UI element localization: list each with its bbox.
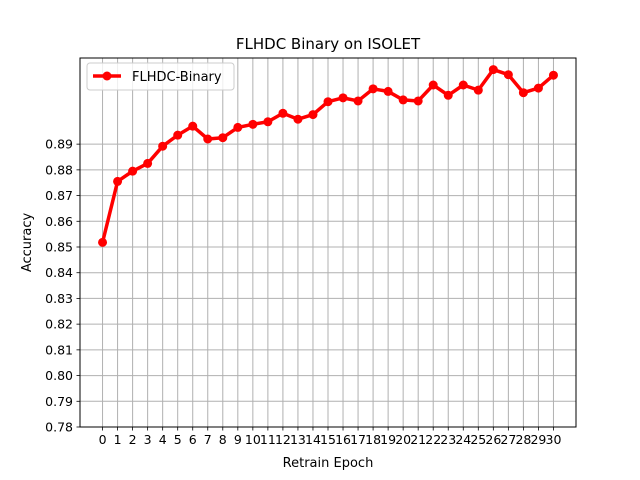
data-point — [428, 80, 438, 90]
x-tick-label: 14 — [305, 432, 321, 447]
x-tick-label: 2 — [129, 432, 137, 447]
x-tick-label: 28 — [515, 432, 531, 447]
data-point — [323, 97, 333, 107]
data-point — [128, 166, 138, 176]
data-point — [548, 70, 558, 80]
y-axis: 0.78 0.79 0.80 0.81 0.82 0.83 0.84 0.85 0.86 0.87… — [45, 137, 80, 435]
x-tick-label: 4 — [159, 432, 167, 447]
y-tick-label: 0.89 — [45, 137, 73, 152]
legend-box — [86, 62, 235, 91]
x-tick-label: 21 — [410, 432, 426, 447]
data-point — [383, 86, 393, 96]
data-point — [368, 84, 378, 94]
data-point — [173, 130, 183, 140]
y-tick-label: 0.83 — [45, 291, 73, 306]
x-tick-label: 0 — [99, 432, 107, 447]
y-tick-label: 0.85 — [45, 240, 73, 255]
x-tick-label: 6 — [189, 432, 197, 447]
x-tick-label: 29 — [530, 432, 546, 447]
data-point — [458, 80, 468, 90]
data-point — [248, 119, 258, 129]
data-point — [308, 110, 318, 120]
data-point — [518, 88, 528, 98]
data-point — [98, 237, 108, 247]
x-tick-label: 12 — [275, 432, 291, 447]
x-tick-label: 3 — [144, 432, 152, 447]
y-tick-label: 0.80 — [45, 368, 73, 383]
x-tick-label: 25 — [470, 432, 486, 447]
data-point — [398, 95, 408, 105]
y-tick-label: 0.79 — [45, 394, 73, 409]
x-tick-label: 16 — [335, 432, 351, 447]
y-tick-label: 0.88 — [45, 162, 73, 177]
x-tick-label: 5 — [174, 432, 182, 447]
x-tick-label: 7 — [204, 432, 212, 447]
data-point — [158, 141, 168, 151]
data-point — [143, 158, 153, 168]
data-point — [263, 117, 273, 127]
y-tick-label: 0.84 — [45, 265, 73, 280]
grid-lines — [80, 58, 576, 428]
data-point — [488, 65, 498, 75]
x-tick-label: 11 — [260, 432, 276, 447]
x-tick-label: 22 — [425, 432, 441, 447]
y-axis-label: Accuracy — [20, 213, 35, 273]
y-tick-label: 0.87 — [45, 188, 73, 203]
x-tick-label: 18 — [365, 432, 381, 447]
data-point — [113, 176, 123, 186]
x-axis: 0 1 2 3 4 5 6 7 8 9 10 11 12 13 14 15 16 17 18 19 20 21 22 23 24… — [99, 427, 562, 447]
legend-label: FLHDC-Binary — [132, 70, 222, 85]
data-point — [533, 83, 543, 93]
data-point — [443, 90, 453, 100]
x-tick-label: 26 — [485, 432, 501, 447]
data-point — [473, 85, 483, 95]
x-tick-label: 24 — [455, 432, 471, 447]
data-point — [353, 96, 363, 106]
y-tick-label: 0.78 — [45, 420, 73, 435]
series-layer — [98, 65, 558, 247]
x-tick-label: 10 — [245, 432, 261, 447]
data-point — [278, 108, 288, 118]
legend: FLHDC-Binary — [86, 62, 235, 91]
y-tick-label: 0.82 — [45, 317, 73, 332]
data-point — [413, 96, 423, 106]
x-tick-label: 8 — [219, 432, 227, 447]
legend-marker-swatch — [102, 71, 112, 81]
x-tick-label: 27 — [500, 432, 516, 447]
x-tick-label: 15 — [320, 432, 336, 447]
data-point — [218, 133, 228, 143]
data-point — [338, 93, 348, 103]
data-point — [233, 122, 243, 132]
data-point — [188, 121, 198, 131]
x-tick-label: 20 — [395, 432, 411, 447]
x-tick-label: 19 — [380, 432, 396, 447]
x-tick-label: 30 — [546, 432, 562, 447]
x-tick-label: 13 — [290, 432, 306, 447]
data-point — [293, 114, 303, 124]
x-tick-label: 23 — [440, 432, 456, 447]
x-tick-label: 9 — [234, 432, 242, 447]
chart-title: FLHDC Binary on ISOLET — [236, 35, 421, 53]
x-axis-label: Retrain Epoch — [283, 456, 374, 471]
data-point — [203, 134, 213, 144]
y-tick-label: 0.86 — [45, 214, 73, 229]
data-point — [503, 70, 513, 80]
x-tick-label: 17 — [350, 432, 366, 447]
x-tick-label: 1 — [114, 432, 122, 447]
y-tick-label: 0.81 — [45, 342, 73, 357]
